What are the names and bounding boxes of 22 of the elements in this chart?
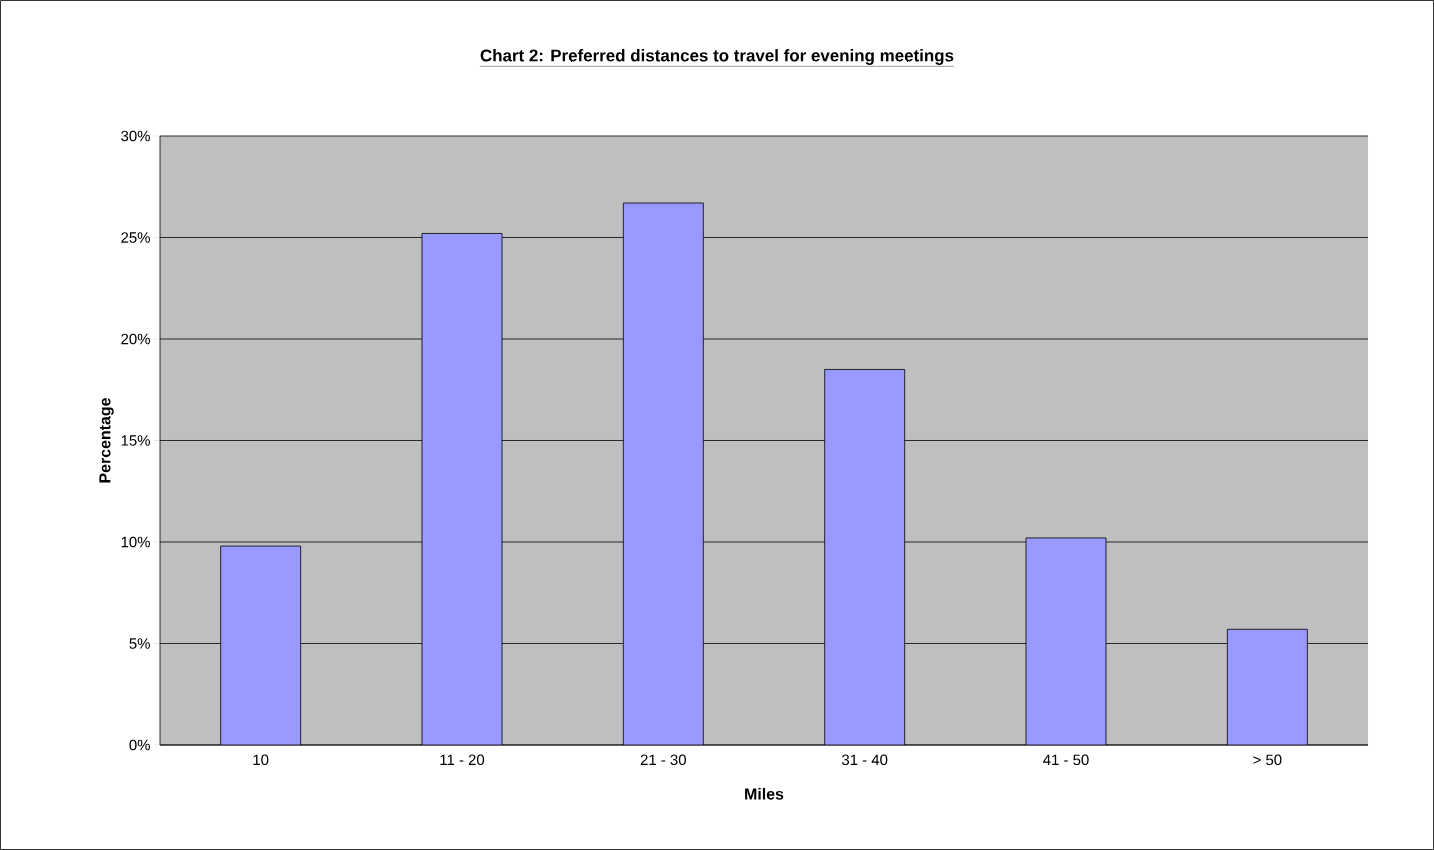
y-tick-label: 30% xyxy=(121,130,150,142)
x-tick-label: 21 - 30 xyxy=(640,754,686,766)
y-tick-label: 25% xyxy=(121,232,150,243)
bar xyxy=(622,202,704,745)
y-tick-label: 10% xyxy=(121,536,150,548)
y-tick-label: 5% xyxy=(129,638,150,649)
bar xyxy=(421,233,503,745)
y-tick-label: 0% xyxy=(129,739,150,751)
y-axis-title: Percentage xyxy=(99,398,114,483)
x-axis-title: Miles xyxy=(745,787,784,800)
x-tick-label: > 50 xyxy=(1253,754,1282,766)
x-tick-label: 31 - 40 xyxy=(841,754,888,766)
chart-title: Chart 2: Preferred distances to travel for evening meetings xyxy=(480,49,954,65)
bar xyxy=(1025,537,1107,745)
x-tick-label: 11 - 20 xyxy=(440,754,485,766)
bar xyxy=(824,369,906,745)
bar xyxy=(220,545,302,745)
x-tick-label: 10 xyxy=(253,754,269,766)
bar xyxy=(1226,628,1308,745)
y-tick-label: 20% xyxy=(121,333,150,345)
y-tick-label: 15% xyxy=(121,435,150,446)
x-tick-label: 41 - 50 xyxy=(1043,754,1089,766)
